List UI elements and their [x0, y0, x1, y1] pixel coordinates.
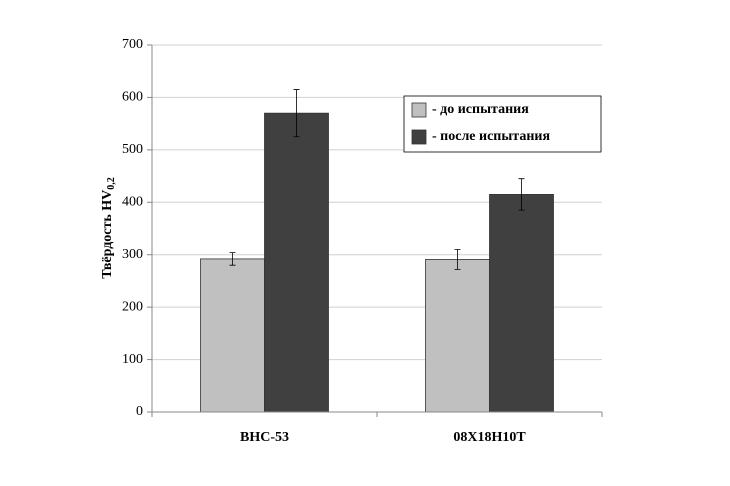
y-axis-label-sub: 0,2 [106, 177, 117, 190]
x-tick-label: 08Х18Н10Т [453, 430, 526, 445]
bar [489, 194, 554, 413]
bar [264, 112, 329, 413]
bar [425, 259, 490, 413]
y-tick-label: 0 [136, 404, 143, 419]
y-tick-label: 400 [122, 195, 143, 210]
legend-label: - до испытания [432, 102, 529, 117]
y-axis-label-main: Твёрдость HV [100, 190, 115, 279]
x-tick-label: ВНС-53 [240, 430, 289, 445]
y-tick-label: 500 [122, 142, 143, 157]
y-tick-label: 700 [122, 37, 143, 52]
bar [200, 258, 265, 413]
y-tick-label: 300 [122, 247, 143, 262]
y-tick-label: 200 [122, 299, 143, 314]
legend-box [403, 95, 602, 153]
legend-label: - после испытания [432, 129, 550, 144]
error-bar [454, 249, 461, 270]
error-bar [518, 178, 525, 211]
legend-swatch [411, 102, 427, 118]
error-bar [293, 89, 300, 138]
y-tick-label: 100 [122, 352, 143, 367]
y-tick-label: 600 [122, 90, 143, 105]
y-axis-label: Твёрдость HV0,2 [100, 177, 117, 279]
legend-swatch [411, 129, 427, 145]
error-bar [229, 252, 236, 266]
